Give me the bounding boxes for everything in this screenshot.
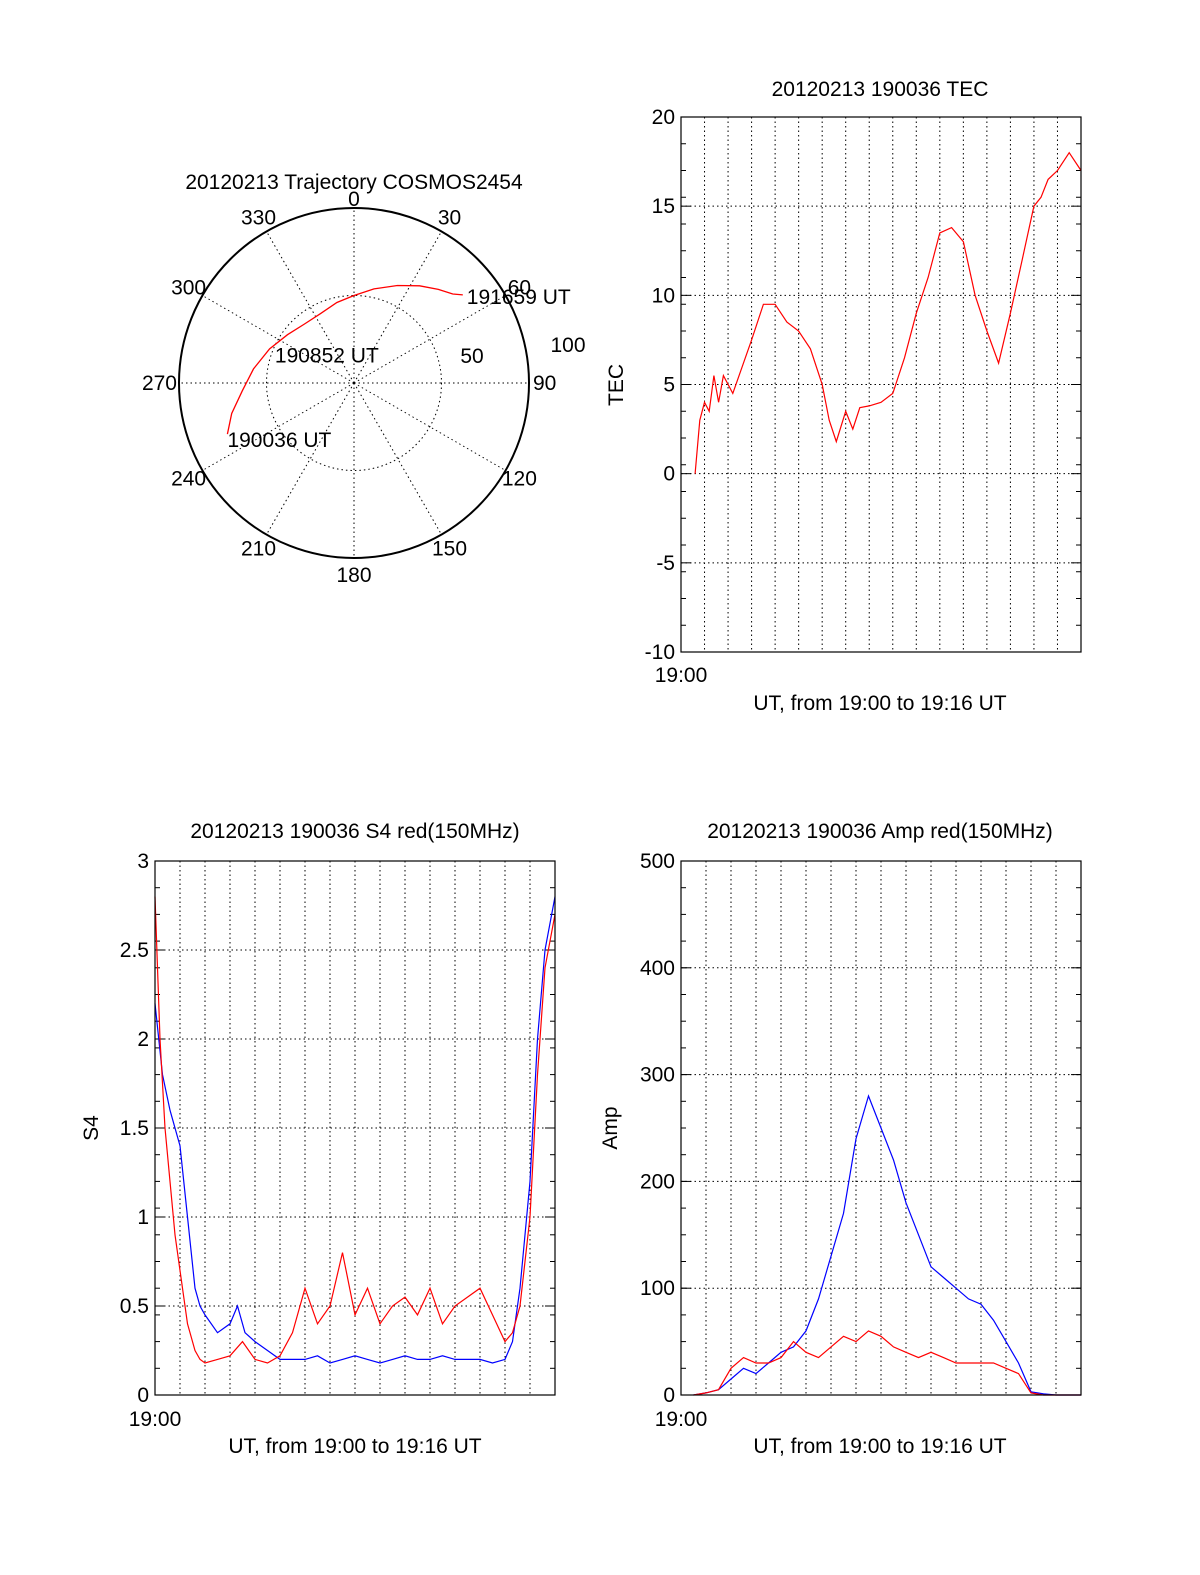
- polar-angle-tick-0: 0: [348, 188, 360, 211]
- tec-ytick-label--5: -5: [656, 552, 675, 575]
- polar-title: 20120213 Trajectory COSMOS2454: [185, 171, 523, 194]
- amp-series-0: [693, 1094, 1081, 1396]
- trajectory-start-label: 190036 UT: [227, 429, 331, 452]
- s4-series-0: [154, 896, 556, 1364]
- trajectory-end-label: 191659 UT: [467, 286, 571, 309]
- tec-ytick-label-10: 10: [652, 284, 675, 307]
- polar-grid: [178, 207, 530, 559]
- polar-angle-tick-330: 330: [241, 207, 276, 230]
- amp-ylabel: Amp: [599, 1106, 622, 1149]
- amp-ytick-label-0: 0: [663, 1384, 675, 1407]
- amp-ytick-label-200: 200: [640, 1170, 675, 1193]
- polar-angle-tick-120: 120: [502, 468, 537, 491]
- amp-ytick-label-400: 400: [640, 957, 675, 980]
- amp-frame: [680, 860, 1082, 1396]
- polar-trajectory-line: [226, 284, 463, 435]
- amp-ytick-label-500: 500: [640, 850, 675, 873]
- s4-ytick-label-2: 2: [137, 1028, 149, 1051]
- polar-angle-tick-30: 30: [438, 207, 461, 230]
- trajectory-path: [226, 284, 463, 435]
- amp-xtick-label: 19:00: [655, 1408, 708, 1431]
- s4-ytick-label-1.5: 1.5: [120, 1117, 149, 1140]
- s4-ylabel: S4: [80, 1115, 103, 1141]
- tec-ytick-label-15: 15: [652, 195, 675, 218]
- polar-angle-tick-210: 210: [241, 537, 276, 560]
- s4-xtick-label: 19:00: [129, 1408, 182, 1431]
- amp-plot: 20120213 190036 Amp red(150MHz) 0 100 200 3…: [599, 820, 1082, 1458]
- polar-radius-ticks: 50 100: [460, 334, 585, 368]
- polar-angle-tick-180: 180: [336, 564, 371, 587]
- amp-xlabel: UT, from 19:00 to 19:16 UT: [753, 1435, 1006, 1458]
- tec-ytick-label-0: 0: [663, 463, 675, 486]
- s4-series-1: [154, 896, 556, 1364]
- polar-outer-circle: [178, 207, 530, 559]
- s4-title: 20120213 190036 S4 red(150MHz): [190, 820, 519, 843]
- polar-angle-tick-60: 60: [508, 277, 531, 300]
- amp-series-1: [693, 1330, 1081, 1396]
- polar-angle-ticks: 0 30 60 90 120 150 180 210 240 270 300 330: [142, 188, 556, 587]
- polar-angle-tick-270: 270: [142, 372, 177, 395]
- s4-ytick-label-1: 1: [137, 1206, 149, 1229]
- s4-plot-area: 0 0.5 1 1.5 2 2.5 3: [120, 850, 556, 1407]
- s4-frame: [154, 860, 556, 1396]
- polar-inner-circle: [266, 295, 442, 471]
- amp-ytick-label-300: 300: [640, 1064, 675, 1087]
- tec-title: 20120213 190036 TEC: [772, 78, 989, 101]
- s4-ytick-label-0.5: 0.5: [120, 1295, 149, 1318]
- tec-plot-area: -10 -5 0 5 10 15 20: [645, 106, 1082, 664]
- tec-xtick-label: 19:00: [655, 664, 708, 687]
- s4-plot: 20120213 190036 S4 red(150MHz) 0 0.5 1 1.5 2…: [80, 820, 556, 1458]
- amp-ytick-label-100: 100: [640, 1277, 675, 1300]
- s4-ytick-label-2.5: 2.5: [120, 939, 149, 962]
- polar-angle-tick-90: 90: [533, 372, 556, 395]
- s4-xlabel: UT, from 19:00 to 19:16 UT: [228, 1435, 481, 1458]
- s4-ytick-label-3: 3: [137, 850, 149, 873]
- tec-frame: [680, 116, 1082, 653]
- amp-title: 20120213 190036 Amp red(150MHz): [707, 820, 1053, 843]
- tec-ytick-label-20: 20: [652, 106, 675, 129]
- polar-spoke: [202, 382, 355, 471]
- tec-ylabel: TEC: [605, 364, 628, 406]
- polar-angle-tick-300: 300: [171, 277, 206, 300]
- tec-xlabel: UT, from 19:00 to 19:16 UT: [753, 692, 1006, 715]
- polar-radius-tick-50: 50: [460, 345, 483, 368]
- tec-series-0: [694, 151, 1082, 474]
- amp-plot-area: 0 100 200 300 400 500: [640, 850, 1082, 1407]
- polar-annotations: 191659 UT 190852 UT 190036 UT: [227, 286, 570, 452]
- polar-angle-tick-240: 240: [171, 468, 206, 491]
- polar-angle-tick-150: 150: [432, 537, 467, 560]
- s4-ytick-label-0: 0: [137, 1384, 149, 1407]
- polar-radius-tick-100: 100: [550, 334, 585, 357]
- tec-ytick-label--10: -10: [645, 641, 675, 664]
- tec-ytick-label-5: 5: [663, 374, 675, 397]
- polar-trajectory-plot: 20120213 Trajectory COSMOS2454 0 30 60 90 12…: [142, 171, 586, 587]
- polar-spoke: [266, 382, 355, 535]
- trajectory-mid-label: 190852 UT: [275, 345, 379, 368]
